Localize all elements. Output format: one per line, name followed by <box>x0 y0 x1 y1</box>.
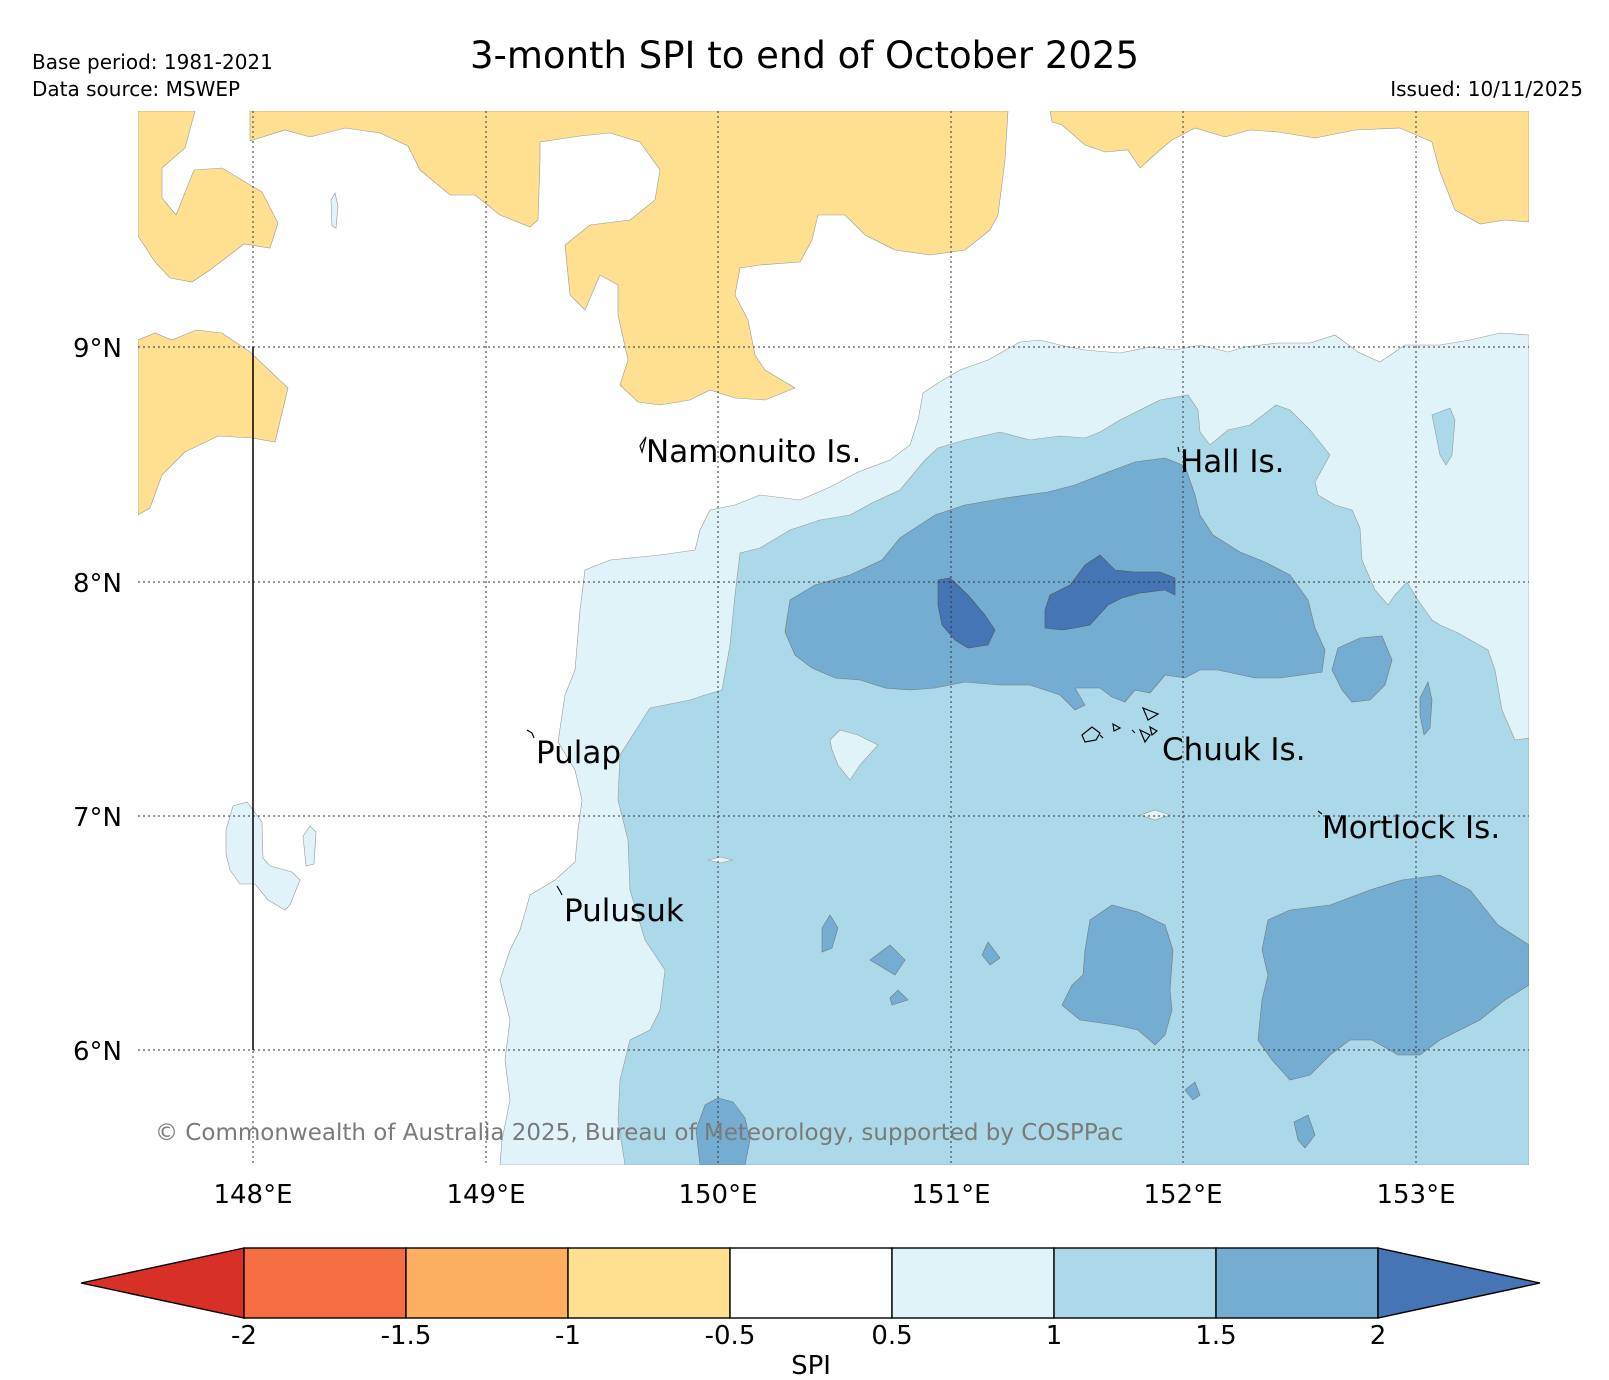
spi-wet-1.5-2 <box>695 457 1529 1165</box>
colorbar-tick-2: -1.5 <box>381 1321 432 1351</box>
longitude-labels: 148°E 149°E 150°E 151°E 152°E 153°E <box>213 1180 1455 1210</box>
colorbar-bin-2 <box>405 1247 569 1319</box>
wet-speck-2 <box>869 944 906 976</box>
chuuk-island-icon-4 <box>1138 728 1151 744</box>
spi-neutral-patches <box>707 729 1171 864</box>
colorbar-label: SPI <box>791 1351 831 1380</box>
lon-label-152e: 152°E <box>1143 1180 1222 1210</box>
chuuk-island-icon-2 <box>1112 722 1122 732</box>
dry-region-north-center <box>138 111 279 283</box>
place-label-pulusuk: Pulusuk <box>564 893 684 929</box>
spi-dry-regions <box>138 111 1529 516</box>
mortlock-island-icon <box>1317 810 1323 815</box>
pulusuk-island-icon <box>556 885 563 896</box>
chuuk-island-icon-5 <box>1149 725 1159 737</box>
lon-label-150e: 150°E <box>678 1180 757 1210</box>
lat-label-8n: 8°N <box>73 569 122 599</box>
wet-island-west-small <box>302 825 317 867</box>
dry-region-north-east <box>1049 111 1529 225</box>
hall-island-icon <box>1177 446 1180 453</box>
chuuk-island-icon-6 <box>1099 734 1104 739</box>
dry-region-west <box>138 329 289 516</box>
colorbar-ticks: -2 -1.5 -1 -0.5 0.5 1 1.5 2 <box>231 1321 1386 1351</box>
base-period-label: Base period: 1981-2021 <box>32 50 273 74</box>
spi-wet-above-2 <box>937 554 1176 649</box>
copyright-notice: © Commonwealth of Australia 2025, Bureau… <box>155 1120 1124 1146</box>
place-label-mortlock: Mortlock Is. <box>1322 810 1500 846</box>
neutral-patch-3 <box>707 856 734 864</box>
colorbar-bin-7 <box>1215 1247 1379 1319</box>
colorbar-tick-3: -1 <box>555 1321 581 1351</box>
lat-label-7n: 7°N <box>73 803 122 833</box>
wet-extreme-west <box>937 577 996 649</box>
colorbar-bin-6 <box>1053 1247 1217 1319</box>
wet-speck-3 <box>889 989 909 1006</box>
lat-label-6n: 6°N <box>73 1037 122 1067</box>
wet-speck-6 <box>1293 1114 1316 1149</box>
colorbar-tick-5: 0.5 <box>871 1321 912 1351</box>
dry-region-north-middle <box>249 111 1009 406</box>
neutral-patch-1 <box>829 729 879 781</box>
lat-label-9n: 9°N <box>73 334 122 364</box>
wet-speck-north <box>330 192 339 229</box>
map-plot-area: Namonuito Is. Hall Is. Pulap Chuuk Is. M… <box>138 111 1529 1165</box>
data-source-label: Data source: MSWEP <box>32 77 241 101</box>
wet-speck-5 <box>1184 1081 1201 1101</box>
colorbar-extend-low <box>80 1247 245 1319</box>
colorbar-bin-4 <box>729 1247 893 1319</box>
lon-label-153e: 153°E <box>1376 1180 1455 1210</box>
wet-speck-4 <box>981 941 1001 966</box>
pulap-island-icon <box>526 729 535 739</box>
place-label-chuuk: Chuuk Is. <box>1162 732 1306 768</box>
issued-date-label: Issued: 10/11/2025 <box>1390 77 1583 101</box>
colorbar-tick-7: 1.5 <box>1195 1321 1236 1351</box>
wet-region-east-patch <box>1331 635 1393 703</box>
wet-island-west <box>225 801 301 911</box>
colorbar-tick-8: 2 <box>1370 1321 1387 1351</box>
place-label-namonuito: Namonuito Is. <box>646 434 861 470</box>
chuuk-island-icon-7 <box>1131 729 1136 734</box>
lon-label-148e: 148°E <box>213 1180 292 1210</box>
wet-region-southeast-large <box>1257 874 1529 1081</box>
wet-speck-1 <box>821 914 839 953</box>
wet-region-southwest-patch <box>695 1097 751 1165</box>
colorbar-tick-4: -0.5 <box>705 1321 756 1351</box>
chuuk-island-icon-3 <box>1141 706 1160 721</box>
neutral-patch-2 <box>1139 809 1171 821</box>
island-outlines <box>526 436 1323 896</box>
colorbar-bin-3 <box>567 1247 731 1319</box>
namonuito-island-icon <box>639 436 647 455</box>
colorbar-tick-6: 1 <box>1046 1321 1063 1351</box>
lon-label-149e: 149°E <box>446 1180 525 1210</box>
place-label-hall: Hall Is. <box>1180 444 1285 480</box>
colorbar-bin-1 <box>243 1247 407 1319</box>
lon-label-151e: 151°E <box>911 1180 990 1210</box>
wet-extreme-east <box>1044 554 1176 631</box>
chuuk-island-icon-1 <box>1081 726 1101 743</box>
colorbar-extend-high <box>1377 1247 1541 1319</box>
latitude-labels: 9°N 8°N 7°N 6°N <box>73 334 122 1067</box>
wet-region-south-patch <box>1061 904 1174 1046</box>
map-title: 3-month SPI to end of October 2025 <box>470 34 1139 77</box>
place-labels: Namonuito Is. Hall Is. Pulap Chuuk Is. M… <box>536 434 1500 929</box>
place-label-pulap: Pulap <box>536 735 621 771</box>
spi-colorbar <box>80 1247 1541 1319</box>
wet-region-northeast <box>1431 407 1456 466</box>
wet-speck-7 <box>1419 681 1433 736</box>
colorbar-tick-1: -2 <box>231 1321 257 1351</box>
wet-region-central-band <box>784 457 1326 711</box>
colorbar-bin-5 <box>891 1247 1055 1319</box>
